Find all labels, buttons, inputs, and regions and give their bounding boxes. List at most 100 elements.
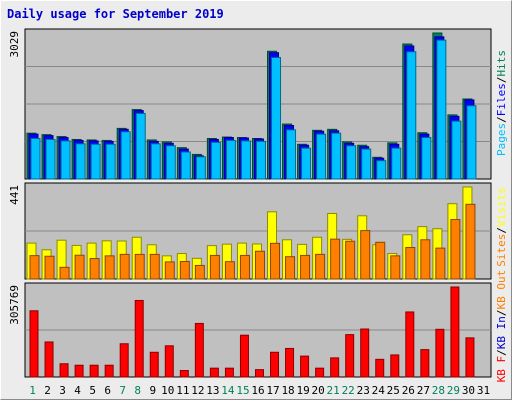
bar-pages	[346, 145, 357, 180]
x-tick-label: 15	[236, 384, 249, 397]
bar-sites	[239, 254, 250, 280]
x-tick-label: 17	[266, 384, 279, 397]
bar-pages	[286, 129, 297, 180]
x-tick-label: 4	[74, 384, 81, 397]
bar-kb-f	[450, 286, 460, 378]
bar-sites	[179, 260, 190, 280]
bar-sites	[390, 255, 401, 280]
bar-sites	[104, 255, 115, 280]
bar-sites	[330, 238, 341, 280]
bar-pages	[165, 145, 176, 180]
bar-pages	[436, 39, 447, 180]
legend-text-part: Pages	[495, 123, 508, 156]
x-tick-label: 12	[191, 384, 204, 397]
x-tick-label: 14	[221, 384, 235, 397]
bar-sites	[254, 250, 265, 280]
bar-kb-f	[209, 367, 219, 378]
bar-kb-f	[134, 299, 144, 378]
legend-text-part: KB In	[495, 316, 508, 349]
x-tick-label: 6	[104, 384, 111, 397]
x-tick-label: 25	[387, 384, 400, 397]
bar-kb-f	[435, 328, 445, 378]
bar-kb-f	[74, 364, 84, 378]
bar-sites	[29, 255, 40, 280]
bar-kb-f	[104, 364, 114, 378]
bar-pages	[225, 139, 236, 180]
bar-pages	[60, 140, 71, 180]
bar-sites	[44, 255, 55, 280]
bar-sites	[59, 266, 70, 280]
bar-kb-f	[59, 363, 69, 378]
bar-pages	[451, 120, 462, 180]
legend-text-part: /	[495, 77, 508, 84]
bar-kb-f	[345, 334, 355, 378]
bar-sites	[405, 246, 416, 280]
bar-pages	[75, 143, 86, 180]
series-legend-label: Pages/Files/Hits	[495, 50, 508, 156]
y-max-label: 441	[8, 185, 21, 205]
bar-kb-f	[375, 358, 385, 378]
bar-sites	[450, 219, 461, 280]
bar-kb-f	[149, 351, 159, 378]
x-tick-label: 13	[206, 384, 219, 397]
bar-pages	[406, 51, 417, 180]
bar-pages	[135, 112, 146, 180]
bar-sites	[89, 258, 100, 280]
x-tick-label: 26	[402, 384, 415, 397]
x-tick-label: 20	[312, 384, 325, 397]
bar-pages	[376, 160, 387, 180]
series-legend-label: KB F/KB In/KB Out	[495, 270, 508, 383]
bar-sites	[360, 230, 371, 280]
x-tick-label: 22	[342, 384, 355, 397]
bar-pages	[195, 156, 206, 180]
bar-sites	[74, 254, 85, 280]
y-max-label: 3029	[8, 31, 21, 58]
x-tick-label: 1	[29, 384, 36, 397]
bar-kb-f	[360, 328, 370, 378]
bar-kb-f	[270, 351, 280, 378]
x-tick-label: 24	[372, 384, 386, 397]
legend-text-part: /	[495, 116, 508, 123]
bar-pages	[316, 133, 327, 180]
bar-kb-f	[420, 349, 430, 378]
bar-sites	[209, 254, 220, 280]
legend-text-part: /	[495, 349, 508, 356]
bar-pages	[255, 140, 266, 180]
bar-pages	[180, 151, 191, 180]
bar-pages	[150, 143, 161, 180]
bar-sites	[119, 253, 130, 280]
bar-sites	[224, 261, 235, 280]
bar-kb-f	[164, 345, 174, 378]
legend-text-part: Sites	[495, 234, 508, 267]
bar-sites	[435, 247, 446, 280]
bar-pages	[210, 141, 221, 180]
x-tick-label: 31	[477, 384, 490, 397]
bar-kb-f	[44, 341, 54, 378]
bar-sites	[164, 261, 175, 280]
x-tick-label: 3	[59, 384, 66, 397]
x-tick-label: 27	[417, 384, 430, 397]
bar-kb-f	[300, 355, 310, 378]
x-tick-label: 7	[119, 384, 126, 397]
bar-pages	[331, 132, 342, 180]
bar-sites	[285, 256, 296, 280]
bar-pages	[301, 147, 312, 180]
bar-kb-f	[89, 364, 99, 378]
bar-sites	[149, 253, 160, 280]
bar-pages	[90, 143, 101, 180]
bar-pages	[30, 138, 41, 180]
x-tick-label: 2	[44, 384, 51, 397]
bar-sites	[194, 264, 205, 280]
legend-text-part: /	[495, 309, 508, 316]
x-tick-label: 10	[161, 384, 174, 397]
x-tick-label: 18	[281, 384, 294, 397]
bar-pages	[45, 138, 56, 180]
bar-pages	[391, 147, 402, 180]
bar-kb-f	[179, 370, 189, 378]
x-tick-label: 28	[432, 384, 445, 397]
bar-sites	[315, 253, 326, 280]
bar-kb-f	[254, 369, 264, 378]
x-tick-label: 11	[176, 384, 189, 397]
